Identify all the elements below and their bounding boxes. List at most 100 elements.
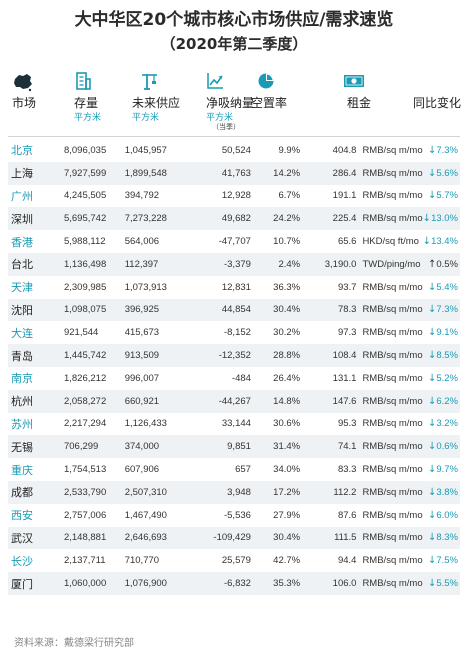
city-cell: 上海 bbox=[11, 167, 33, 181]
stock-cell: 2,533,790 bbox=[63, 486, 107, 498]
arrow-down-icon: ↓ bbox=[422, 236, 432, 248]
future-supply-cell: 1,073,913 bbox=[124, 281, 167, 293]
rent-cell: 65.6 bbox=[337, 236, 357, 248]
table-row: 上海 7,927,599 1,899,548 41,763 14.2% 286.4 RMB/… bbox=[8, 161, 460, 185]
arrow-down-icon: ↓ bbox=[427, 167, 437, 179]
yoy-change-value: 5.5% bbox=[436, 578, 458, 590]
rent-cell: 147.6 bbox=[332, 395, 357, 407]
yoy-change-cell: ↓9.1% bbox=[423, 321, 460, 344]
source-note: 资料来源：戴德梁行研究部 bbox=[14, 638, 134, 649]
vacancy-cell: 6.7% bbox=[278, 190, 301, 202]
future-supply-cell: 564,006 bbox=[124, 236, 160, 248]
rent-cell: 74.1 bbox=[337, 441, 357, 453]
vacancy-cell: 14.2% bbox=[273, 167, 301, 179]
yoy-change-value: 6.0% bbox=[436, 509, 458, 521]
rent-unit-cell: RMB/sq m/mo bbox=[362, 190, 423, 202]
trend-chart-icon bbox=[207, 73, 223, 89]
rent-cell: 93.7 bbox=[337, 281, 357, 293]
absorption-cell: 657 bbox=[235, 464, 251, 476]
market-table: 北京 8,096,035 1,045,957 50,524 9.9% 404.8 RMB/s… bbox=[8, 139, 460, 595]
rent-cell: 106.0 bbox=[332, 578, 357, 590]
arrow-down-icon: ↓ bbox=[427, 144, 437, 156]
yoy-change-value: 5.7% bbox=[436, 190, 458, 202]
rent-unit-cell: RMB/sq m/mo bbox=[362, 327, 423, 339]
stock-cell: 1,754,513 bbox=[63, 464, 107, 476]
stock-cell: 7,927,599 bbox=[63, 167, 107, 179]
vacancy-cell: 31.4% bbox=[273, 441, 301, 453]
rent-cell: 111.5 bbox=[334, 532, 357, 544]
yoy-change-cell: ↓5.2% bbox=[423, 367, 460, 390]
arrow-down-icon: ↓ bbox=[427, 464, 437, 476]
absorption-cell: 50,524 bbox=[221, 144, 251, 156]
future-supply-cell: 1,076,900 bbox=[124, 578, 167, 590]
rent-unit-cell: HKD/sq ft/mo bbox=[362, 236, 419, 248]
yoy-change-cell: ↓5.4% bbox=[423, 276, 460, 299]
yoy-change-value: 7.5% bbox=[436, 555, 458, 567]
table-row: 杭州 2,058,272 660,921 -44,267 14.8% 147.6 RMB/s… bbox=[8, 389, 460, 413]
stock-cell: 8,096,035 bbox=[63, 144, 107, 156]
vacancy-cell: 30.6% bbox=[273, 418, 301, 430]
table-row: 香港 5,988,112 564,006 -47,707 10.7% 65.6 HKD/sq… bbox=[8, 230, 460, 253]
table-row: 重庆 1,754,513 607,906 657 34.0% 83.3 RMB/sq m/m… bbox=[8, 458, 460, 481]
arrow-down-icon: ↓ bbox=[427, 281, 437, 293]
vacancy-cell: 30.4% bbox=[273, 304, 301, 316]
rent-unit-cell: RMB/sq m/mo bbox=[362, 372, 423, 384]
yoy-change-value: 5.6% bbox=[436, 167, 458, 179]
absorption-cell: -6,832 bbox=[223, 578, 251, 590]
city-cell: 武汉 bbox=[11, 531, 33, 545]
stock-cell: 4,245,505 bbox=[63, 190, 107, 202]
city-cell: 台北 bbox=[11, 258, 33, 272]
yoy-change-cell: ↓3.8% bbox=[423, 481, 460, 504]
table-row: 长沙 2,137,711 710,770 25,579 42.7% 94.4 RMB/sq … bbox=[8, 549, 460, 572]
yoy-change-cell: ↓9.7% bbox=[423, 458, 460, 481]
yoy-change-cell: ↓7.5% bbox=[423, 549, 460, 572]
absorption-cell: -484 bbox=[231, 372, 251, 384]
header-stock: 存量 平方米 bbox=[74, 72, 124, 134]
yoy-change-cell: ↑0.5% bbox=[423, 253, 460, 276]
absorption-cell: -109,429 bbox=[213, 532, 251, 544]
rent-cell: 131.1 bbox=[332, 372, 357, 384]
yoy-change-cell: ↓8.5% bbox=[423, 344, 460, 367]
header-absorption: 净吸纳量 平方米 （当季） bbox=[206, 72, 276, 134]
absorption-cell: 33,144 bbox=[221, 418, 251, 430]
city-cell: 重庆 bbox=[11, 463, 33, 477]
yoy-change-cell: ↓6.0% bbox=[423, 504, 460, 527]
header-market-label: 市场 bbox=[12, 96, 37, 110]
yoy-change-value: 6.2% bbox=[436, 395, 458, 407]
table-row: 西安 2,757,006 1,467,490 -5,536 27.9% 87.6 RMB/s… bbox=[8, 504, 460, 527]
yoy-change-value: 13.4% bbox=[431, 236, 458, 248]
title-line-1: 大中华区20个城市核心市场供应/需求速览 bbox=[74, 10, 394, 30]
yoy-change-cell: ↓6.2% bbox=[423, 390, 460, 413]
arrow-up-icon: ↑ bbox=[427, 258, 437, 270]
header-vacancy-label: 空置率 bbox=[251, 96, 288, 110]
header-absorption-unit: 平方米 bbox=[206, 113, 234, 123]
rent-unit-cell: RMB/sq m/mo bbox=[362, 555, 423, 567]
city-cell: 苏州 bbox=[11, 417, 33, 431]
stock-cell: 5,695,742 bbox=[63, 213, 107, 225]
stock-cell: 2,137,711 bbox=[63, 555, 106, 567]
city-cell: 西安 bbox=[11, 509, 33, 523]
vacancy-cell: 30.2% bbox=[273, 327, 301, 339]
stock-cell: 1,445,742 bbox=[63, 350, 107, 362]
pie-chart-icon bbox=[258, 73, 274, 89]
stock-cell: 706,299 bbox=[63, 441, 99, 453]
rent-unit-cell: TWD/ping/mo bbox=[362, 258, 421, 270]
header-absorption-note: （当季） bbox=[212, 123, 240, 131]
rent-unit-cell: RMB/sq m/mo bbox=[362, 441, 423, 453]
rent-unit-cell: RMB/sq m/mo bbox=[362, 395, 423, 407]
rent-unit-cell: RMB/sq m/mo bbox=[362, 418, 423, 430]
rent-cell: 87.6 bbox=[337, 509, 357, 521]
future-supply-cell: 396,925 bbox=[124, 304, 160, 316]
absorption-cell: -12,352 bbox=[218, 350, 251, 362]
table-row: 台北 1,136,498 112,397 -3,379 2.4% 3,190.0 TWD/p… bbox=[8, 252, 460, 276]
city-cell: 深圳 bbox=[11, 212, 33, 226]
yoy-change-value: 5.4% bbox=[436, 281, 458, 293]
header-stock-label: 存量 bbox=[74, 96, 99, 110]
yoy-change-cell: ↓5.5% bbox=[423, 572, 460, 595]
absorption-cell: 25,579 bbox=[221, 555, 251, 567]
stock-cell: 1,136,498 bbox=[63, 258, 107, 270]
yoy-change-value: 7.3% bbox=[436, 304, 458, 316]
yoy-change-cell: ↓5.6% bbox=[423, 162, 460, 185]
yoy-change-value: 0.6% bbox=[436, 441, 458, 453]
table-row: 厦门 1,060,000 1,076,900 -6,832 35.3% 106.0 RMB/… bbox=[8, 572, 460, 595]
